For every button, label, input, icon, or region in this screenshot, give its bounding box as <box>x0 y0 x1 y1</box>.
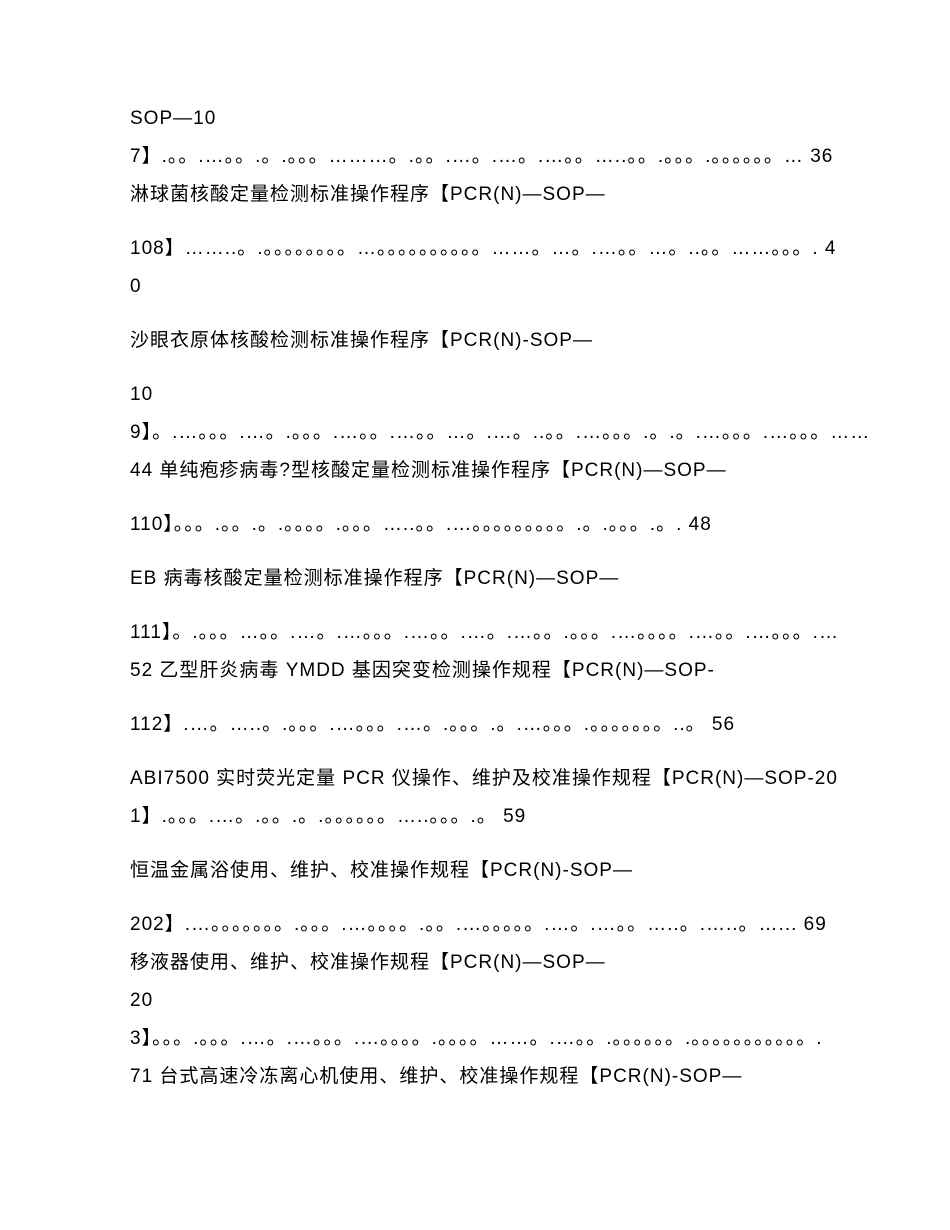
toc-container: SOP—107】.。。.…。。.。.。。。………。.。。.…。.…。.…。。….… <box>130 100 840 1096</box>
toc-entry: EB 病毒核酸定量检测标准操作程序【PCR(N)—SOP— <box>130 560 840 598</box>
toc-entry: 108】……..。.。。。。。。。。…。。。。。。。。。。……。…。.…。。…。… <box>130 230 840 306</box>
toc-entry: 恒温金属浴使用、维护、校准操作规程【PCR(N)-SOP— <box>130 852 840 890</box>
toc-entry: 110】。。。.。。.。.。。。。.。。。…..。。.…。。。。。。。。。.。.… <box>130 506 840 544</box>
toc-entry: 111】。.。。。…。。.…。.…。。。.…。。.…。.…。。.。。。.…。。。… <box>130 614 840 690</box>
toc-entry: 202】.…。。。。。。。.。。。.…。。。。.。。.…。。。。。.…。.…。。… <box>130 906 840 1096</box>
toc-entry: 109】。.…。。。.…。.。。。.…。。.…。。…。.…。..。。.…。。。.… <box>130 376 840 490</box>
toc-entry: SOP—107】.。。.…。。.。.。。。………。.。。.…。.…。.…。。….… <box>130 100 840 214</box>
toc-entry: 112】.…。…..。.。。。.…。。。.…。.。。。.。.…。。。.。。。。。… <box>130 706 840 744</box>
toc-entry: ABI7500 实时荧光定量 PCR 仪操作、维护及校准操作规程【PCR(N)—… <box>130 760 840 836</box>
toc-entry: 沙眼衣原体核酸检测标准操作程序【PCR(N)-SOP— <box>130 322 840 360</box>
